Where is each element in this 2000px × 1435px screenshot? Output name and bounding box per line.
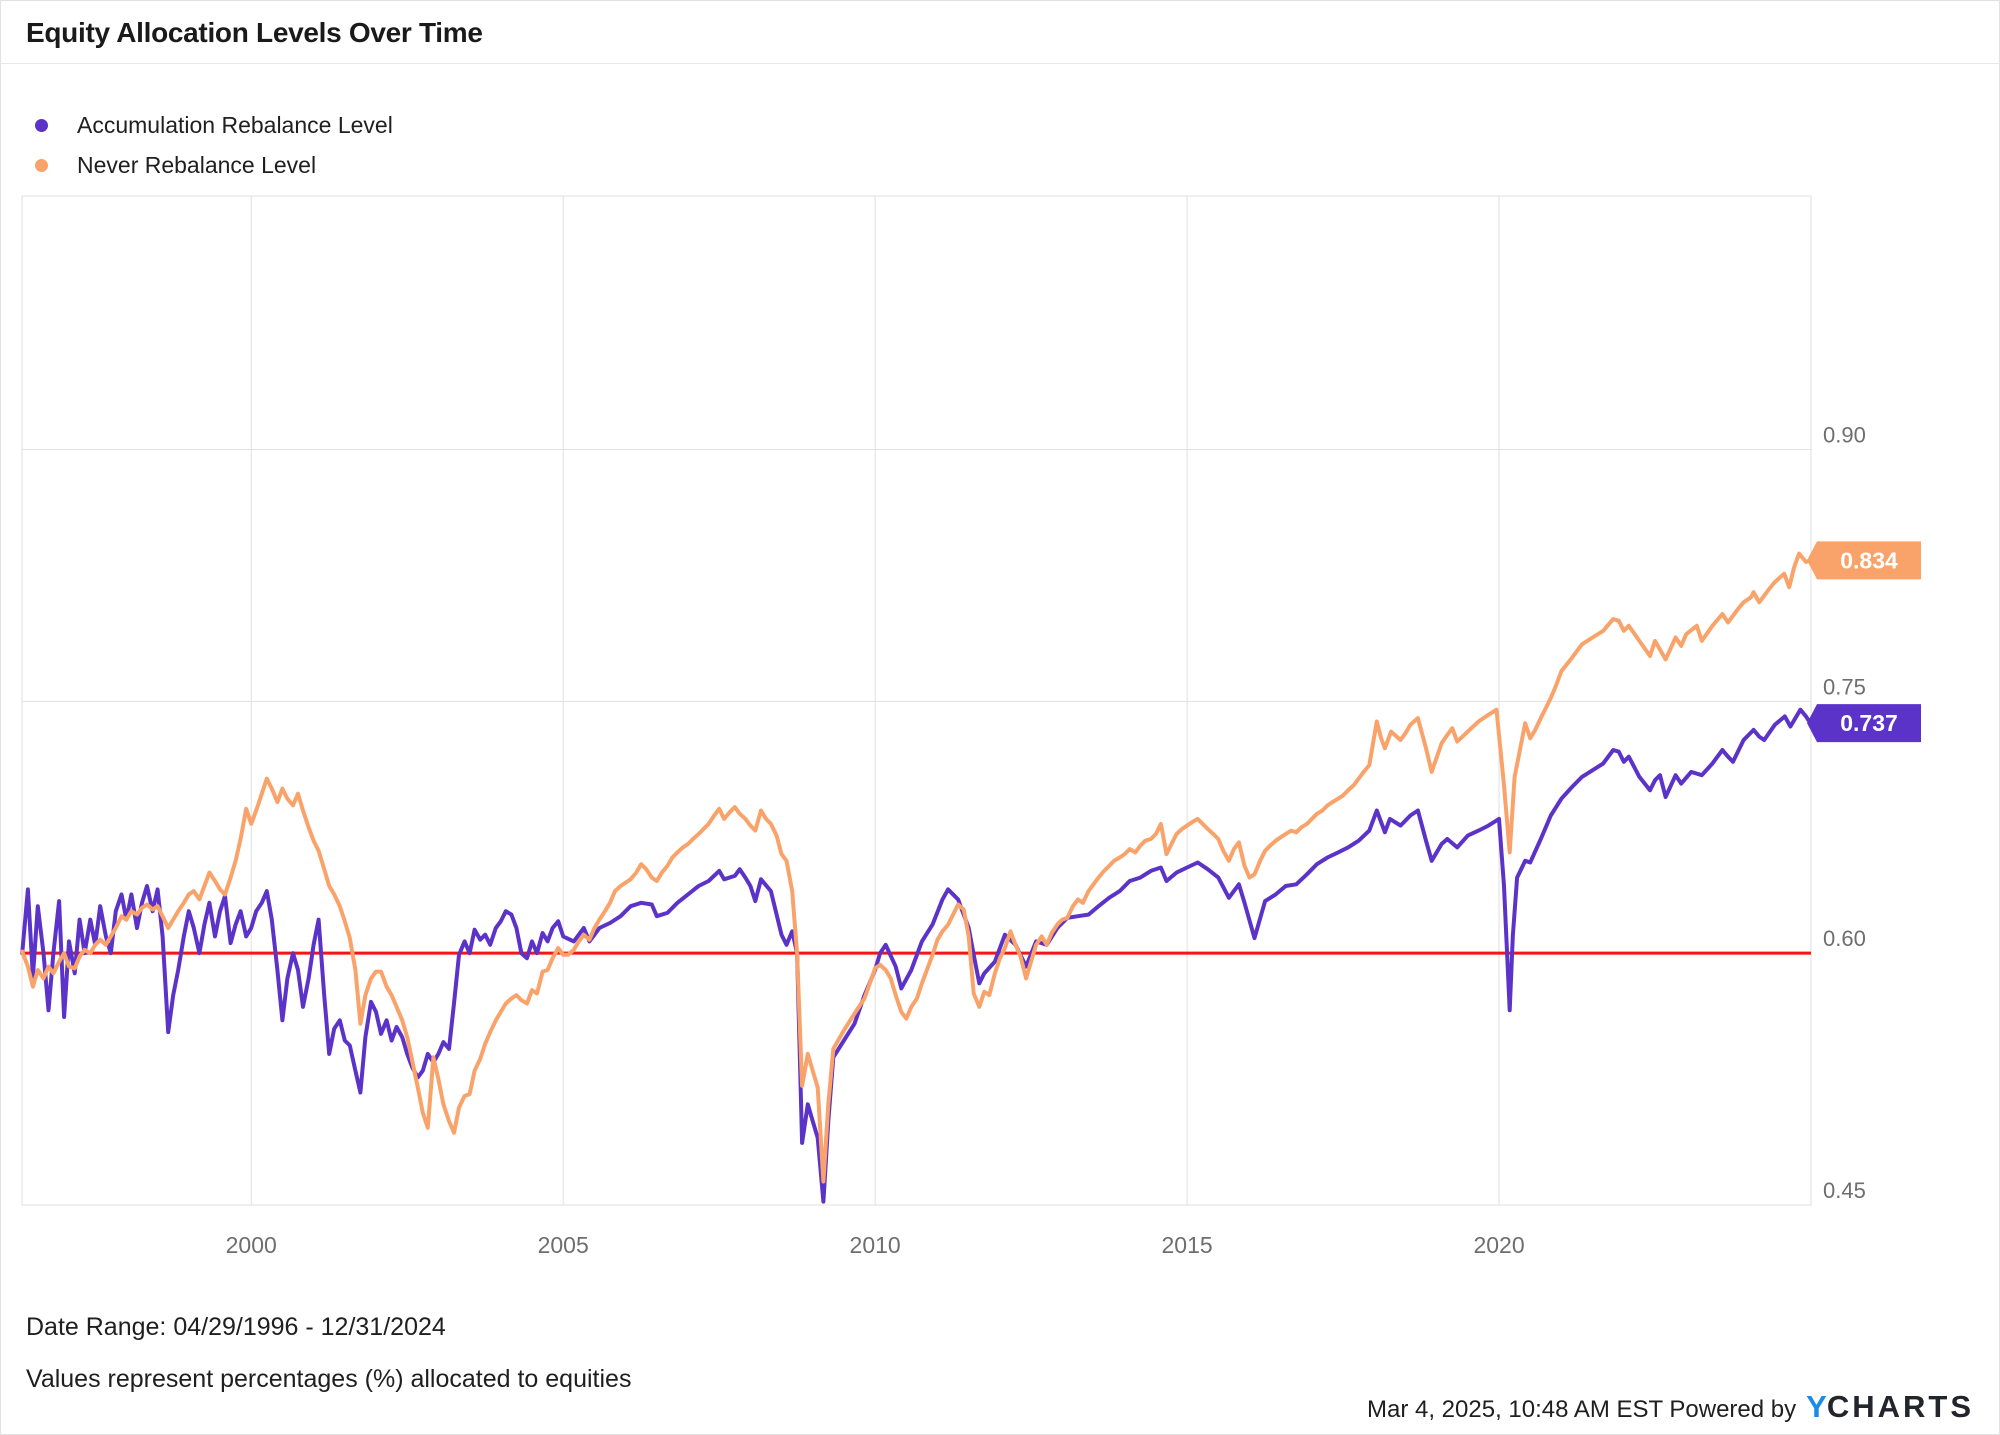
- ycharts-logo-y: Y: [1806, 1389, 1827, 1424]
- x-axis-tick-label: 2000: [226, 1232, 277, 1258]
- series-line-never-rebalance[interactable]: [20, 551, 1813, 1184]
- y-axis-tick-label: 0.45: [1823, 1178, 1866, 1203]
- value-flag-label-accumulation-rebalance: 0.737: [1840, 710, 1898, 736]
- legend-dot-never-icon: [35, 158, 48, 172]
- legend-item-never-rebalance[interactable]: Never Rebalance Level: [35, 145, 393, 185]
- x-axis-tick-label: 2020: [1473, 1232, 1524, 1258]
- value-flag-accumulation-rebalance: [1807, 704, 1921, 743]
- x-axis-tick-label: 2010: [850, 1232, 901, 1258]
- legend: Accumulation Rebalance Level Never Rebal…: [35, 105, 393, 185]
- value-flag-never-rebalance: [1807, 541, 1921, 580]
- legend-dot-accumulation-icon: [35, 118, 48, 132]
- timestamp-label: Mar 4, 2025, 10:48 AM EST Powered by: [1367, 1396, 1797, 1423]
- title-divider: [1, 63, 1999, 64]
- series-line-accumulation-rebalance[interactable]: [20, 707, 1813, 1204]
- date-range-label: Date Range: 04/29/1996 - 12/31/2024: [26, 1313, 446, 1341]
- legend-label-accumulation: Accumulation Rebalance Level: [77, 111, 393, 138]
- legend-label-never: Never Rebalance Level: [77, 151, 317, 178]
- values-note-label: Values represent percentages (%) allocat…: [26, 1365, 632, 1393]
- plot-border: [21, 195, 1812, 1206]
- x-axis-tick-label: 2005: [538, 1232, 589, 1258]
- x-axis-tick-label: 2015: [1162, 1232, 1213, 1258]
- y-axis-tick-label: 0.90: [1823, 423, 1866, 448]
- ycharts-logo[interactable]: YCHARTS: [1806, 1389, 1974, 1425]
- value-flag-label-never-rebalance: 0.834: [1840, 547, 1898, 573]
- ycharts-logo-charts: CHARTS: [1826, 1389, 1974, 1424]
- page-title: Equity Allocation Levels Over Time: [26, 17, 483, 48]
- y-axis-tick-label: 0.75: [1823, 674, 1866, 699]
- legend-item-accumulation-rebalance[interactable]: Accumulation Rebalance Level: [35, 105, 393, 145]
- timestamp-row: Mar 4, 2025, 10:48 AM EST Powered by YCH…: [1367, 1389, 1974, 1425]
- y-axis-tick-label: 0.60: [1823, 926, 1866, 951]
